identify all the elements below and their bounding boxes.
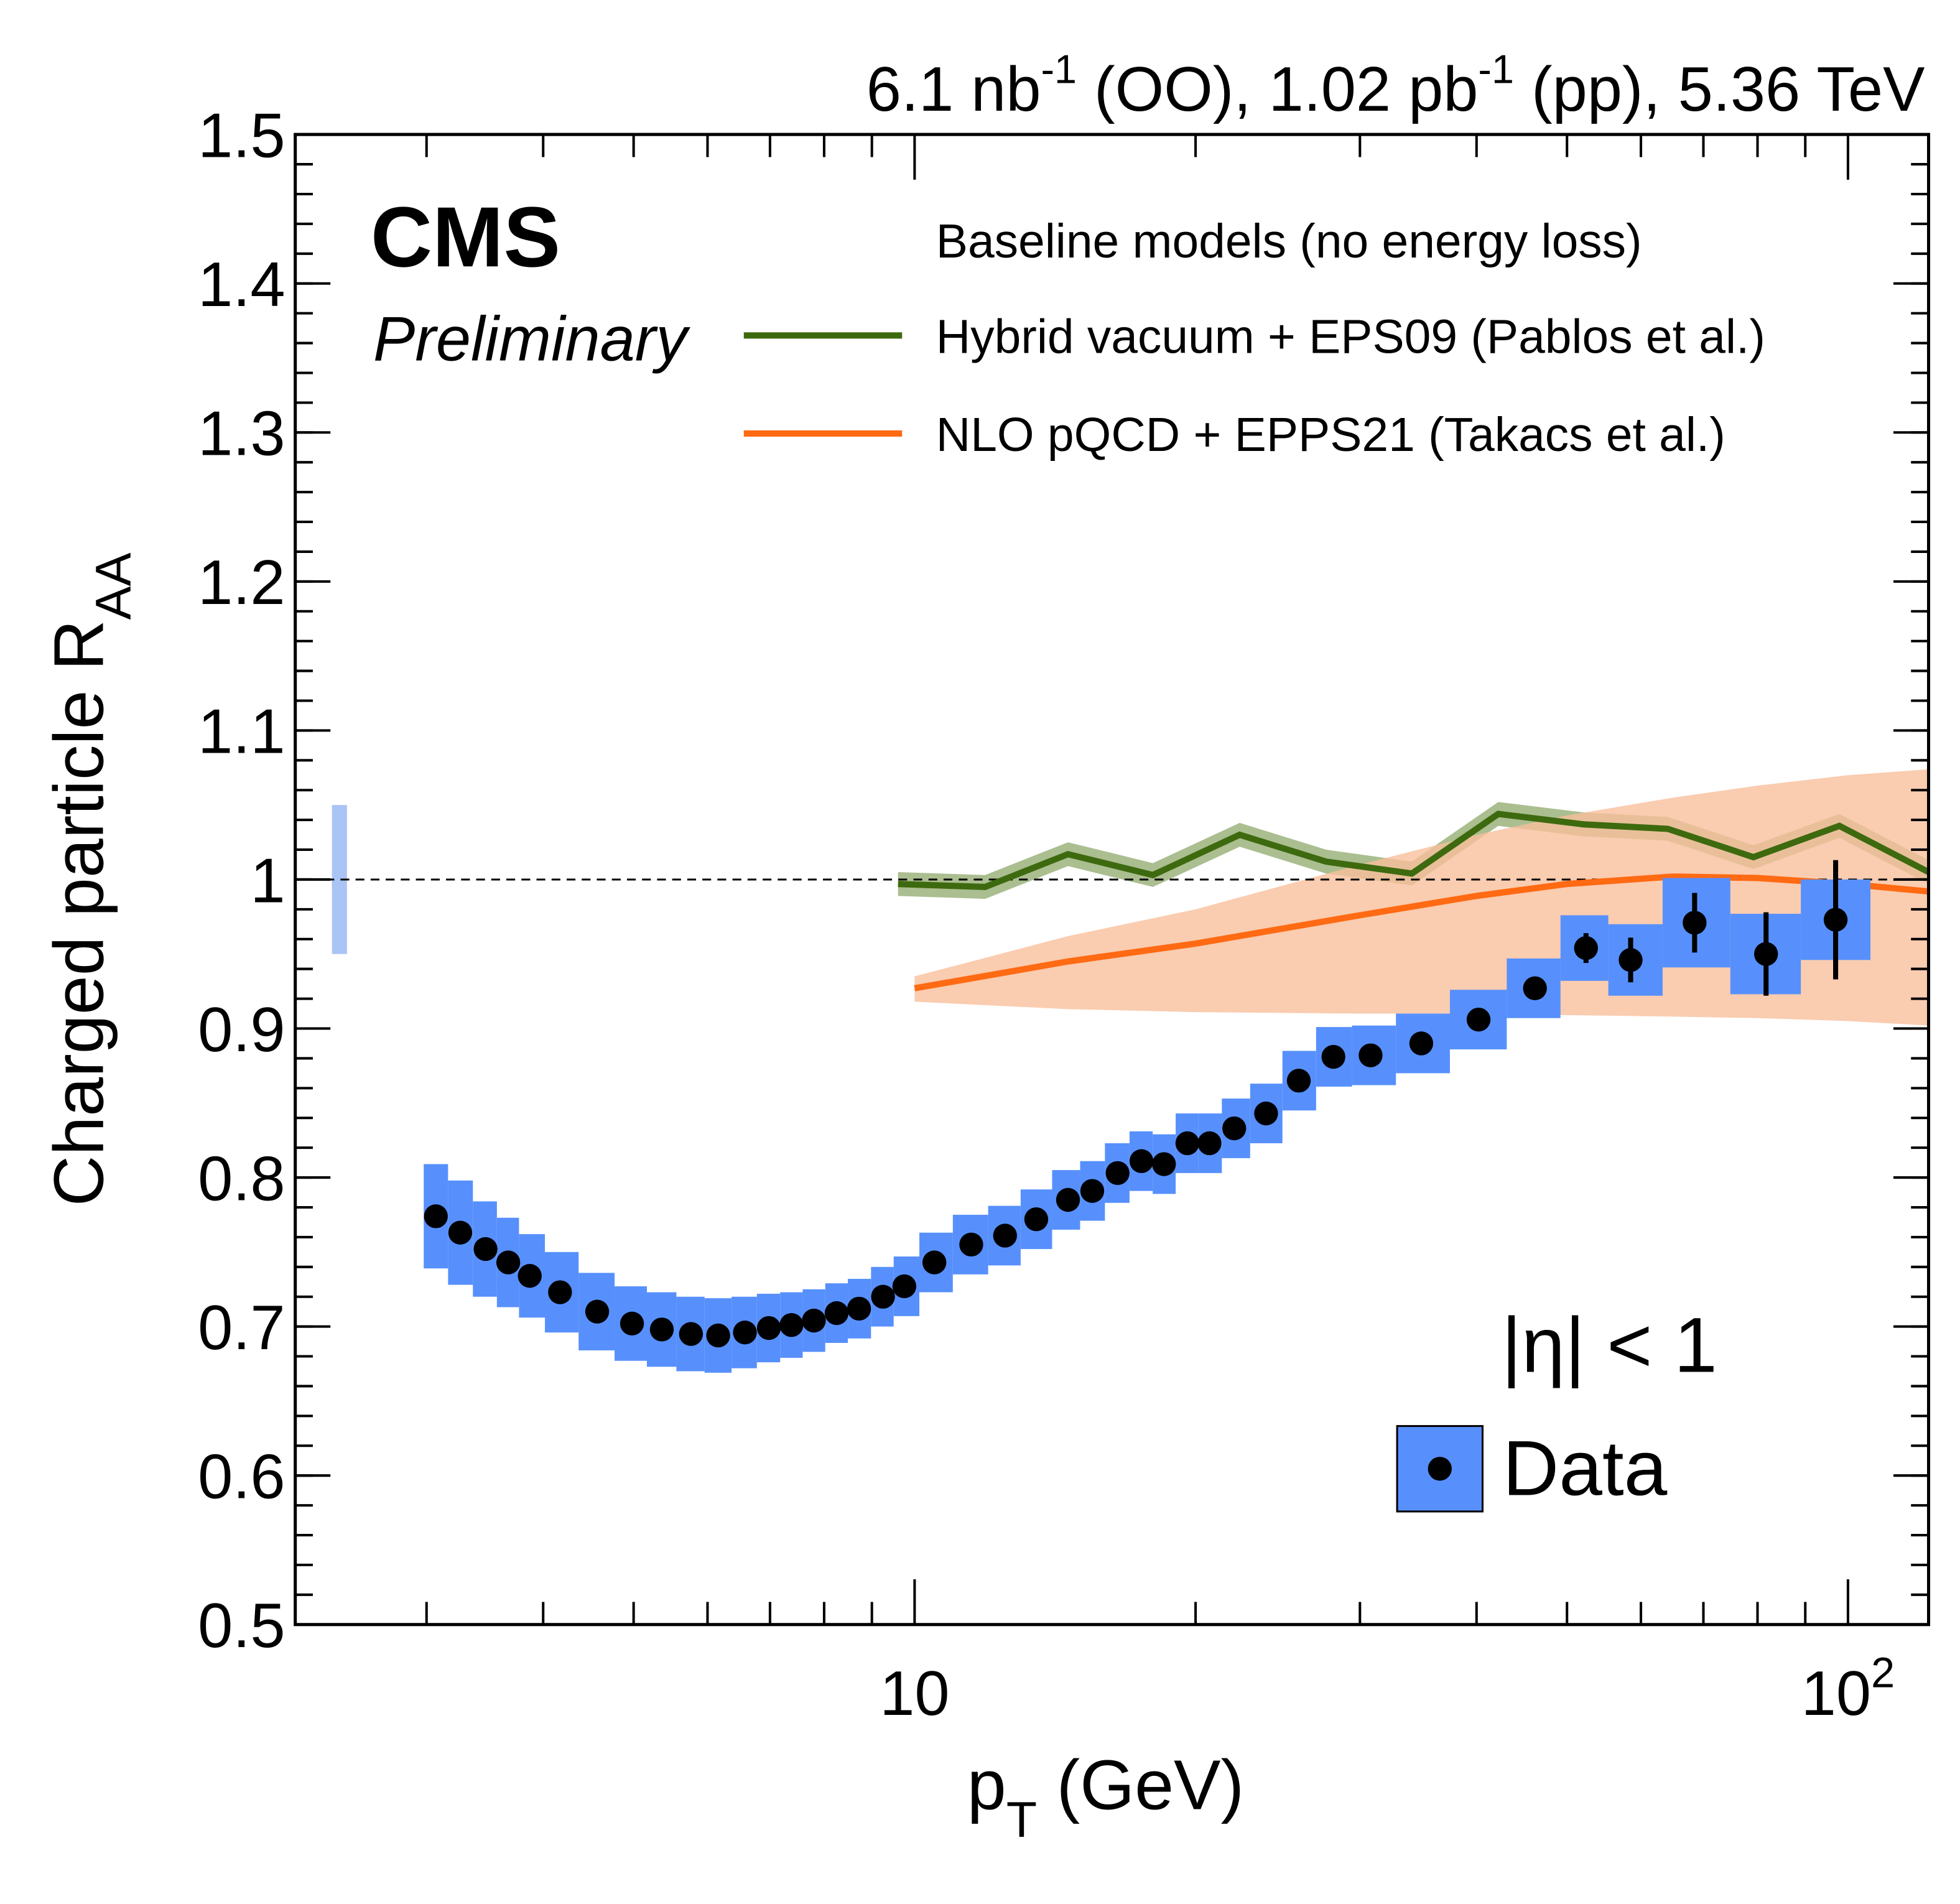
data-point xyxy=(1574,936,1598,960)
data-point xyxy=(1254,1101,1278,1126)
x-tick-text: 10 xyxy=(1801,1659,1871,1729)
data-point xyxy=(1683,911,1707,935)
data-point xyxy=(1359,1043,1383,1067)
data-point xyxy=(548,1280,572,1304)
legend-label: NLO pQCD + EPPS21 (Takacs et al.) xyxy=(936,409,1725,462)
data-point xyxy=(1129,1149,1154,1173)
y-tick-label: 0.5 xyxy=(198,1591,285,1661)
x-tick-label: 102 xyxy=(1801,1649,1895,1729)
legend-label: Data xyxy=(1503,1425,1668,1512)
y-tick-label: 0.6 xyxy=(198,1442,285,1512)
data-point xyxy=(871,1284,895,1309)
lumi-text: 6.1 nb xyxy=(866,55,1041,124)
data-point xyxy=(1823,908,1848,932)
data-point xyxy=(1409,1031,1434,1056)
data-point xyxy=(1056,1187,1080,1212)
data-point xyxy=(993,1224,1017,1248)
y-tick-label: 1.5 xyxy=(198,101,285,171)
data-point xyxy=(518,1263,542,1288)
data-point xyxy=(473,1237,498,1261)
data-point xyxy=(824,1301,849,1326)
data-point xyxy=(649,1317,674,1342)
legend-marker xyxy=(1428,1457,1452,1481)
data-point xyxy=(847,1296,871,1321)
y-label-text: Charged particle R xyxy=(40,620,118,1206)
data-point xyxy=(1619,948,1643,972)
lumi-text: (OO), 1.02 pb xyxy=(1077,55,1478,124)
data-point xyxy=(1197,1131,1222,1156)
x-label-sub: T xyxy=(1006,1792,1037,1848)
y-tick-label: 0.7 xyxy=(198,1293,285,1363)
experiment-label: CMS xyxy=(371,190,560,285)
x-tick-exponent: 2 xyxy=(1871,1649,1895,1697)
data-point xyxy=(448,1220,473,1245)
data-point xyxy=(779,1313,804,1337)
data-point xyxy=(959,1232,983,1257)
data-point xyxy=(620,1311,644,1336)
lumi-sup: -1 xyxy=(1041,46,1077,91)
data-point xyxy=(1024,1207,1049,1232)
annotation: |η| < 1 xyxy=(1502,1302,1717,1389)
data-point xyxy=(1466,1007,1491,1032)
lumi-sup: -1 xyxy=(1478,46,1513,91)
y-tick-label: 1.3 xyxy=(198,399,285,469)
legend-title: Baseline models (no energy loss) xyxy=(936,215,1642,268)
data-point xyxy=(802,1308,826,1333)
x-label-suffix: (GeV) xyxy=(1037,1746,1244,1824)
x-label-text: p xyxy=(967,1746,1006,1824)
legend-label: Hybrid vacuum + EPS09 (Pablos et al.) xyxy=(936,311,1765,364)
y-tick-label: 1.1 xyxy=(198,697,285,767)
data-point xyxy=(1152,1152,1176,1176)
data-point xyxy=(424,1204,448,1228)
lumi-text: (pp), 5.36 TeV xyxy=(1514,55,1925,124)
y-tick-label: 1 xyxy=(250,846,285,916)
data-point xyxy=(585,1299,610,1324)
data-point xyxy=(1754,942,1778,966)
data-point xyxy=(756,1316,781,1340)
data-point xyxy=(706,1323,730,1348)
data-point xyxy=(922,1250,947,1275)
status-label: Preliminary xyxy=(373,305,691,374)
y-tick-label: 0.9 xyxy=(198,995,285,1065)
y-tick-label: 1.2 xyxy=(198,548,285,618)
data-point xyxy=(1222,1116,1247,1141)
x-tick-label: 10 xyxy=(880,1659,949,1729)
y-axis-label: Charged particle RAA xyxy=(40,552,142,1206)
data-point xyxy=(1523,976,1547,1001)
model-line xyxy=(898,810,1930,891)
data-point xyxy=(1286,1069,1311,1093)
data-point xyxy=(496,1250,521,1275)
data-point xyxy=(892,1274,917,1299)
y-label-sub: AA xyxy=(86,552,142,620)
data-point xyxy=(733,1321,757,1345)
y-tick-label: 1.4 xyxy=(198,250,285,320)
data-point xyxy=(1175,1131,1200,1156)
y-tick-label: 0.8 xyxy=(198,1144,285,1214)
data-point xyxy=(679,1322,704,1346)
lumi-label: 6.1 nb-1 (OO), 1.02 pb-1 (pp), 5.36 TeV xyxy=(866,46,1925,124)
plot-area xyxy=(295,769,1930,1373)
data-point xyxy=(1105,1161,1130,1186)
x-tick-text: 10 xyxy=(880,1659,949,1729)
data-point xyxy=(1080,1179,1105,1203)
data-point xyxy=(1321,1044,1345,1069)
x-axis-label: pT (GeV) xyxy=(967,1746,1244,1848)
